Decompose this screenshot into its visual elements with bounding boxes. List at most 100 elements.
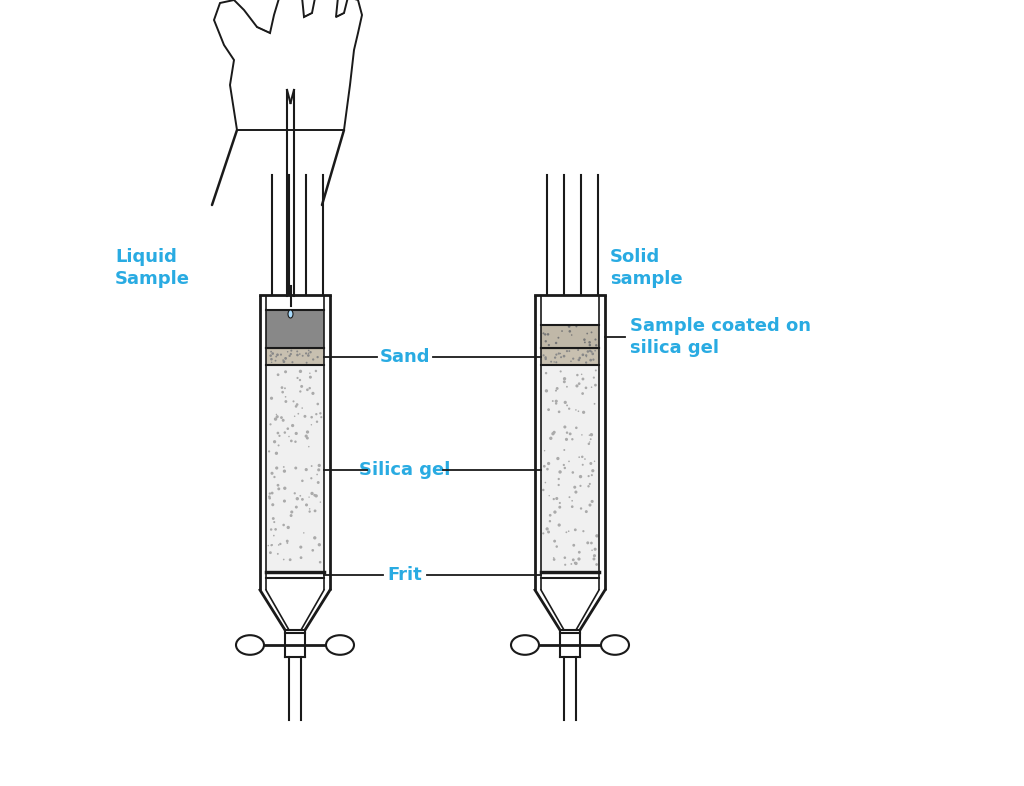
Point xyxy=(289,492,305,505)
Point xyxy=(565,352,582,365)
Point xyxy=(548,356,564,369)
Point xyxy=(289,349,305,362)
Point xyxy=(309,468,326,481)
Point xyxy=(558,433,574,446)
Point xyxy=(288,461,304,474)
Bar xyxy=(541,365,599,570)
Point xyxy=(298,463,314,476)
Point xyxy=(298,498,314,511)
Point xyxy=(564,501,581,513)
Point xyxy=(539,384,555,397)
Point xyxy=(582,336,598,349)
Point xyxy=(538,351,554,364)
Point xyxy=(262,546,279,559)
Point xyxy=(290,407,306,420)
Point xyxy=(578,356,594,369)
Point xyxy=(298,430,314,443)
Point xyxy=(273,381,290,394)
Point xyxy=(267,354,284,367)
Point xyxy=(551,519,567,531)
Point xyxy=(588,379,604,391)
Point xyxy=(585,347,601,360)
Point xyxy=(303,472,319,484)
Point xyxy=(551,479,567,491)
Point xyxy=(548,395,564,407)
Point xyxy=(308,408,325,421)
Point xyxy=(571,377,588,390)
Point xyxy=(549,540,565,553)
Point xyxy=(578,381,594,394)
Point xyxy=(577,453,593,465)
Point xyxy=(305,353,322,365)
Point xyxy=(538,335,554,347)
Point xyxy=(288,501,304,513)
Point xyxy=(559,345,575,358)
Point xyxy=(584,544,600,556)
Point xyxy=(310,464,327,476)
Point xyxy=(263,356,280,369)
Point xyxy=(546,553,562,566)
Point xyxy=(567,523,584,536)
Point xyxy=(584,326,600,339)
Point xyxy=(303,411,319,424)
Point xyxy=(548,336,564,349)
Point xyxy=(264,538,281,551)
Point xyxy=(540,328,556,340)
Ellipse shape xyxy=(511,635,539,655)
Point xyxy=(556,444,572,457)
Point xyxy=(546,356,562,369)
Point xyxy=(581,480,597,493)
Point xyxy=(311,459,328,472)
Point xyxy=(536,527,552,540)
Point xyxy=(308,365,325,377)
Point xyxy=(283,435,299,447)
Point xyxy=(561,320,578,332)
Point xyxy=(563,355,580,368)
Point xyxy=(276,382,293,395)
Point xyxy=(275,414,292,427)
Point xyxy=(587,398,603,410)
Point xyxy=(546,426,562,439)
Point xyxy=(280,521,296,534)
Point xyxy=(312,407,329,420)
Point xyxy=(305,387,322,399)
Point xyxy=(547,351,563,364)
Point xyxy=(283,344,299,357)
Point xyxy=(584,428,600,441)
Point xyxy=(266,516,283,528)
Point xyxy=(264,487,281,499)
Point xyxy=(579,327,595,340)
Point xyxy=(583,457,599,470)
Point xyxy=(546,493,562,505)
Point xyxy=(266,471,283,483)
Point xyxy=(565,553,582,566)
Point xyxy=(267,523,284,535)
Text: Solid
sample: Solid sample xyxy=(610,248,683,288)
Point xyxy=(574,387,591,400)
Point xyxy=(571,451,588,464)
Point xyxy=(300,344,316,357)
Point xyxy=(570,354,587,366)
Point xyxy=(553,351,569,363)
Point xyxy=(313,411,330,424)
Point xyxy=(292,385,308,398)
Point xyxy=(275,553,292,566)
Point xyxy=(561,402,578,415)
Point xyxy=(276,494,293,507)
Polygon shape xyxy=(214,0,362,130)
Point xyxy=(280,534,296,547)
Point xyxy=(538,476,554,489)
Point xyxy=(587,455,603,468)
Point xyxy=(567,404,584,417)
Point xyxy=(548,348,564,361)
Point xyxy=(266,435,283,448)
Point xyxy=(541,457,557,470)
Point xyxy=(547,534,563,547)
Point xyxy=(286,395,302,408)
Point xyxy=(556,350,572,362)
Point xyxy=(561,455,578,468)
Text: Sample coated on
silica gel: Sample coated on silica gel xyxy=(630,317,811,357)
Point xyxy=(536,483,552,496)
Point xyxy=(263,523,280,536)
Point xyxy=(566,481,583,494)
